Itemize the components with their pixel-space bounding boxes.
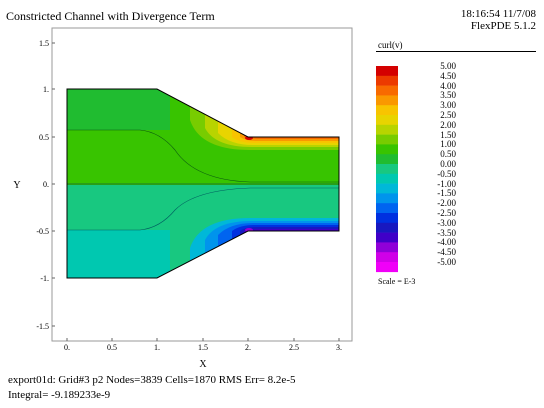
upper-contour-5 bbox=[240, 100, 339, 141]
legend-swatch bbox=[376, 154, 398, 165]
x-tick-label: 0. bbox=[64, 343, 70, 352]
y-tick-label: -1.5 bbox=[36, 322, 49, 331]
legend-swatch bbox=[376, 173, 398, 184]
x-tick-label: 2.5 bbox=[289, 343, 299, 352]
lower-contour-6 bbox=[244, 229, 339, 270]
legend-level-label: -1.00 bbox=[437, 178, 456, 189]
legend-level-label: 2.50 bbox=[440, 110, 456, 120]
y-tick-label: -0.5 bbox=[36, 227, 49, 236]
integral-line: Integral= -9.189233e-9 bbox=[8, 389, 111, 401]
domain-contours bbox=[67, 89, 339, 278]
legend-level-label: -1.50 bbox=[437, 188, 456, 199]
x-axis-label: X bbox=[199, 359, 207, 370]
legend-level-label: 2.00 bbox=[440, 119, 456, 130]
x-tick-label: 0.5 bbox=[107, 343, 117, 352]
legend-swatch bbox=[376, 85, 398, 96]
legend-swatch bbox=[376, 105, 398, 116]
legend-level-label: -4.50 bbox=[437, 247, 456, 258]
x-tick-label: 3. bbox=[336, 343, 342, 352]
legend-swatch bbox=[376, 232, 398, 243]
legend-rule bbox=[376, 51, 536, 52]
x-tick-label: 1.5 bbox=[198, 343, 208, 352]
legend-swatch bbox=[376, 124, 398, 135]
legend-level-label: -2.00 bbox=[437, 198, 456, 209]
y-tick-label: 1.5 bbox=[39, 39, 49, 48]
legend-level-label: 3.50 bbox=[440, 90, 456, 101]
legend-swatch bbox=[376, 75, 398, 86]
legend-swatch bbox=[376, 242, 398, 253]
legend-level-label: -3.50 bbox=[437, 227, 456, 238]
y-tick-label: -1. bbox=[40, 274, 49, 283]
legend-swatch bbox=[376, 193, 398, 204]
stats-line: export01d: Grid#3 p2 Nodes=3839 Cells=18… bbox=[8, 374, 296, 386]
legend-swatch bbox=[376, 262, 398, 273]
x-tick-label: 1. bbox=[154, 343, 160, 352]
legend-level-label: 0.00 bbox=[440, 159, 456, 169]
legend-level-label: 1.00 bbox=[440, 139, 456, 150]
legend-swatch bbox=[376, 95, 398, 106]
legend-level-label: 4.50 bbox=[440, 70, 456, 81]
legend-level-label: -5.00 bbox=[437, 257, 456, 267]
legend-swatch bbox=[376, 213, 398, 224]
upper-contour-line bbox=[67, 129, 339, 183]
legend-level-label: 5.00 bbox=[440, 61, 456, 71]
legend-swatch bbox=[376, 134, 398, 145]
legend-swatch bbox=[376, 144, 398, 155]
axis-ticks: 0. 0.5 1. 1.5 2. 2.5 3. 1.5 1. 0.5 0. -0.5 -1. -1.5 bbox=[36, 39, 342, 352]
legend-level-label: 3.00 bbox=[440, 100, 456, 111]
y-tick-label: 1. bbox=[43, 85, 49, 94]
legend-level-label: 1.50 bbox=[440, 129, 456, 140]
legend-scale: Scale = E-3 bbox=[378, 277, 416, 286]
legend-title: curl(v) bbox=[378, 40, 403, 50]
lower-contour-5 bbox=[240, 227, 339, 270]
y-tick-label: 0.5 bbox=[39, 133, 49, 142]
legend-swatch bbox=[376, 115, 398, 126]
legend-swatch bbox=[376, 222, 398, 233]
legend-level-label: 0.50 bbox=[440, 149, 456, 160]
domain-outline bbox=[66, 88, 340, 279]
y-tick-label: 0. bbox=[43, 180, 49, 189]
legend-level-label: -3.00 bbox=[437, 217, 456, 228]
upper-band bbox=[67, 89, 170, 130]
legend-swatch bbox=[376, 66, 398, 77]
plot-title: Constricted Channel with Divergence Term bbox=[6, 9, 215, 23]
legend-level-label: -2.50 bbox=[437, 208, 456, 218]
y-axis-label: Y bbox=[13, 180, 20, 191]
timestamp: 18:16:54 11/7/08 bbox=[460, 8, 536, 20]
lower-contour-4 bbox=[232, 225, 339, 270]
upper-contour-6 bbox=[244, 100, 339, 139]
legend-swatch bbox=[376, 183, 398, 194]
legend-level-label: -0.50 bbox=[437, 168, 456, 179]
x-tick-label: 2. bbox=[245, 343, 251, 352]
legend-swatch bbox=[376, 252, 398, 263]
software-version: FlexPDE 5.1.2 bbox=[470, 20, 536, 32]
lower-band bbox=[67, 230, 170, 278]
lower-contour-line bbox=[67, 187, 339, 231]
timestamp-block: 18:16:54 11/7/08 FlexPDE 5.1.2 bbox=[461, 8, 536, 32]
legend-swatch bbox=[376, 164, 398, 175]
legend-level-label: -4.00 bbox=[437, 237, 456, 248]
legend-level-label: 4.00 bbox=[440, 80, 456, 91]
legend-swatch bbox=[376, 203, 398, 214]
legend-swatches bbox=[376, 66, 398, 273]
